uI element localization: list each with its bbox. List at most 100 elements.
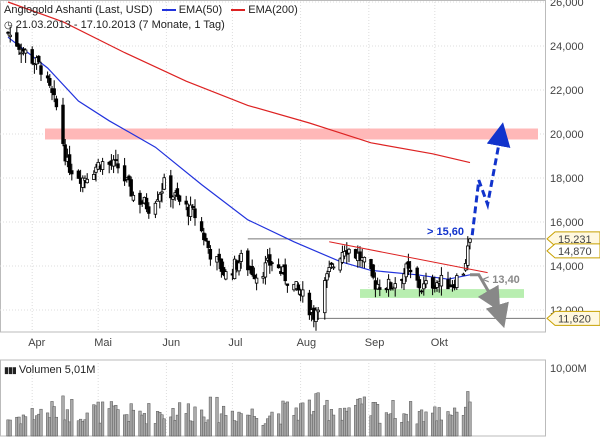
- volume-bar: [424, 411, 428, 437]
- legend-ema200-swatch: [231, 9, 246, 12]
- candle-body: [204, 237, 208, 242]
- price-tag-box: [546, 243, 600, 259]
- candle-body: [153, 202, 158, 215]
- candle-body: [446, 279, 450, 290]
- volume-bar: [347, 407, 351, 437]
- candle-body: [8, 34, 12, 38]
- clock-icon: ◷: [4, 20, 13, 31]
- y-tick-label: 18,000: [550, 173, 584, 185]
- volume-bar: [455, 411, 459, 437]
- candle-body: [85, 178, 89, 184]
- legend-ema50-label: EMA(50): [178, 4, 223, 16]
- candle-body: [202, 232, 206, 241]
- volume-bar: [270, 411, 274, 437]
- volume-bar: [215, 396, 219, 437]
- candle-body: [424, 280, 428, 285]
- y-tick-label: 20,000: [550, 129, 584, 141]
- annotation-up-label: > 15,60: [427, 226, 464, 238]
- candle-body: [114, 159, 118, 161]
- volume-bar: [39, 408, 43, 437]
- candle-body: [408, 269, 413, 273]
- candle-body: [329, 262, 334, 265]
- candle-body: [314, 309, 318, 323]
- legend-ema200-label: EMA(200): [248, 4, 298, 16]
- candle-body: [81, 177, 85, 188]
- candle-body: [169, 175, 173, 199]
- candle-body: [188, 204, 193, 217]
- candle-body: [435, 282, 439, 288]
- volume-bar: [70, 399, 74, 437]
- chart-header: Anglogold Ashanti (Last, USD) EMA(50) EM…: [4, 4, 298, 16]
- candle-body: [67, 154, 72, 173]
- candle-body: [463, 263, 468, 271]
- candle-body: [30, 49, 34, 64]
- candle-body: [92, 173, 96, 180]
- candle-body: [455, 275, 459, 288]
- volume-bar: [54, 416, 58, 437]
- volume-bar: [376, 404, 380, 437]
- projection-up-arrow: [470, 122, 511, 236]
- y-tick-label: 26,000: [550, 0, 584, 9]
- volume-value: 5,01M: [64, 364, 96, 376]
- volume-icon: ▮▮▮: [4, 365, 17, 375]
- volume-bar: [439, 419, 443, 437]
- candle-body: [23, 49, 28, 54]
- volume-bar: [186, 403, 190, 437]
- candle-body: [263, 262, 268, 278]
- candle-body: [246, 250, 250, 271]
- period-row: ◷ 21.03.2013 - 17.10.2013 (7 Monate, 1 T…: [4, 19, 225, 31]
- volume-bar: [24, 416, 28, 437]
- price-tag-label: 11,620: [558, 313, 591, 325]
- candle-body: [439, 274, 444, 287]
- legend-ema50: EMA(50): [161, 4, 226, 16]
- candle-body: [327, 267, 331, 272]
- volume-tick-label: 10,00M: [550, 363, 587, 375]
- candle-body: [270, 262, 274, 265]
- candle-body: [116, 163, 120, 169]
- candle-body: [415, 267, 419, 281]
- volume-header: ▮▮▮ Volumen 5,01M: [4, 364, 95, 376]
- candle-body: [268, 254, 272, 266]
- candle-body: [325, 273, 329, 281]
- projection-down-arrow-1: [470, 273, 501, 312]
- candle-body: [237, 262, 241, 272]
- candle-body: [48, 77, 52, 86]
- candle-body: [17, 44, 21, 50]
- candle-body: [402, 273, 406, 285]
- volume-bar: [255, 418, 259, 437]
- volume-bar: [8, 419, 12, 437]
- candle-body: [461, 273, 466, 276]
- candle-body: [52, 88, 56, 96]
- volume-bar: [208, 396, 212, 437]
- candle-body: [250, 265, 254, 276]
- resistance-zone: [45, 128, 538, 140]
- candle-body: [323, 280, 327, 314]
- annotation-down-label: < 13,40: [483, 274, 520, 286]
- y-tick-label: 24,000: [550, 41, 584, 53]
- price-tag-label: 15,231: [558, 234, 592, 246]
- x-tick-label: Apr: [28, 337, 45, 349]
- candle-body: [406, 261, 411, 269]
- candle-body: [63, 144, 67, 162]
- candle-body: [177, 195, 182, 202]
- candle-body: [100, 161, 105, 170]
- volume-bar: [61, 395, 65, 437]
- candle-body: [466, 245, 470, 266]
- candle-body: [404, 263, 408, 278]
- x-tick-label: Okt: [431, 337, 448, 349]
- candle-body: [158, 193, 162, 202]
- volume-bar: [85, 412, 89, 437]
- projection-down-arrow-2: [485, 294, 509, 329]
- volume-bar: [378, 422, 382, 437]
- volume-bar: [131, 409, 135, 437]
- candle-body: [340, 252, 345, 263]
- candle-body: [76, 170, 81, 179]
- candle-body: [331, 266, 336, 269]
- volume-bar: [301, 402, 305, 437]
- price-tag-box: [546, 310, 600, 326]
- x-tick-label: Sep: [365, 337, 385, 349]
- volume-bar: [147, 403, 151, 437]
- candle-body: [417, 279, 422, 289]
